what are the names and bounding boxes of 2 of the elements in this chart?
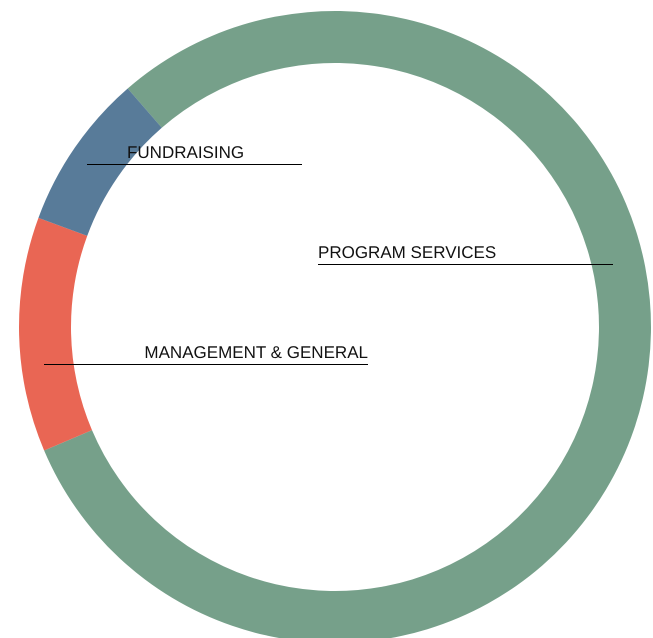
slice-label: PROGRAM SERVICES xyxy=(318,243,496,262)
slice-label: MANAGEMENT & GENERAL xyxy=(144,343,368,362)
